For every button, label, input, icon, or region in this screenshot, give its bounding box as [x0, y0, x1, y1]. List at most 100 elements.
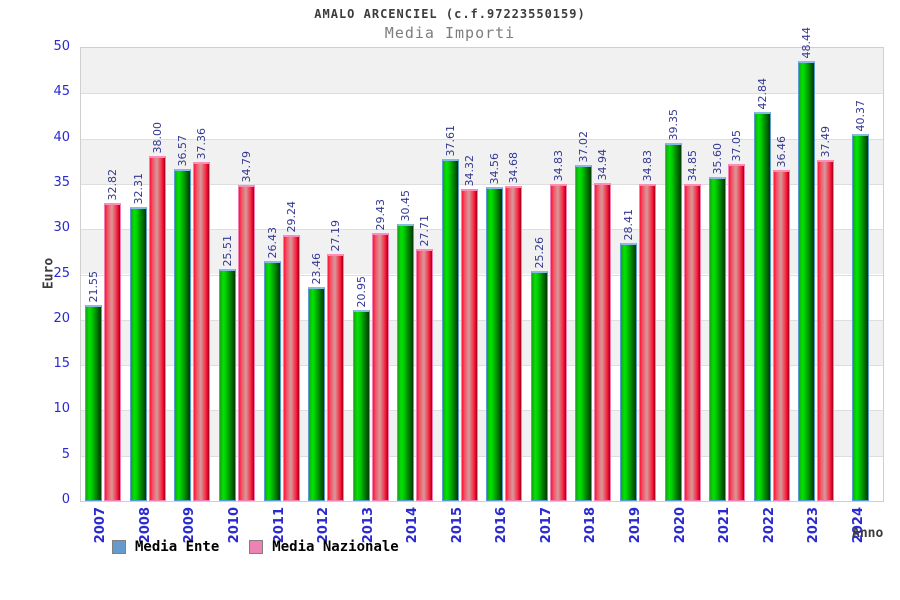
- bar-media-ente-2008: [130, 207, 147, 501]
- x-tick-label-2022: 2022: [762, 507, 777, 544]
- plot-band: [81, 183, 883, 230]
- bar-media-nazionale-2018: [594, 183, 611, 501]
- chart-subtitle: Media Importi: [384, 24, 516, 42]
- gridline: [81, 410, 883, 412]
- x-tick-label-2008: 2008: [138, 507, 153, 544]
- legend-item-media-ente: Media Ente: [112, 539, 219, 555]
- legend: Media Ente Media Nazionale: [112, 539, 399, 555]
- y-tick-label: 50: [53, 39, 70, 54]
- bar-media-ente-2021-value-label: 35.60: [711, 142, 724, 175]
- x-tick-label-2023: 2023: [806, 507, 821, 544]
- bar-media-nazionale-2012: [327, 254, 344, 501]
- y-tick-label: 35: [53, 174, 70, 190]
- bar-media-ente-2020-value-label: 39.35: [667, 108, 680, 141]
- bar-media-ente-2021: [709, 177, 726, 501]
- bar-media-nazionale-2022-value-label: 36.46: [775, 135, 788, 168]
- gridline: [81, 319, 883, 321]
- chart-title: AMALO ARCENCIEL (c.f.97223550159): [314, 7, 586, 21]
- x-tick-label-2018: 2018: [583, 507, 598, 544]
- y-tick-label: 40: [53, 129, 70, 145]
- x-tick-label-2020: 2020: [673, 507, 688, 544]
- x-axis-title: Anno: [852, 526, 884, 541]
- gridline: [81, 183, 883, 185]
- x-tick-label-2011: 2011: [272, 507, 287, 544]
- bar-media-nazionale-2018-value-label: 34.94: [596, 148, 609, 181]
- bar-media-nazionale-2021-value-label: 37.05: [730, 129, 743, 162]
- bar-media-ente-2014-value-label: 30.45: [399, 189, 412, 222]
- plot-band: [81, 138, 883, 184]
- y-tick-label: 15: [53, 356, 70, 372]
- legend-label-media-ente: Media Ente: [135, 539, 220, 555]
- bar-media-nazionale-2014: [416, 249, 433, 501]
- gridline: [81, 365, 883, 367]
- bar-media-ente-2019-value-label: 28.41: [622, 208, 635, 241]
- plot-band: [81, 93, 883, 139]
- bar-media-ente-2017: [531, 271, 548, 501]
- legend-marker-pink-square-icon: [249, 540, 264, 554]
- plot-area: 21.55 32.82 32.31 38.00 36.57 37.36 25.51 34.79…: [80, 27, 884, 502]
- bar-media-ente-2018-value-label: 37.02: [577, 130, 590, 163]
- bar-media-ente-2022-value-label: 42.84: [756, 77, 769, 110]
- bar-media-nazionale-2007: [104, 203, 121, 501]
- bar-media-ente-2012-value-label: 23.46: [310, 252, 323, 285]
- legend-item-media-nazionale: Media Nazionale: [249, 539, 399, 555]
- bar-media-ente-2023-value-label: 48.44: [800, 26, 813, 59]
- plot-band: [81, 274, 883, 320]
- plot-band: [81, 48, 883, 94]
- y-tick-label: 5: [61, 446, 70, 462]
- bar-media-nazionale-2019-value-label: 34.83: [641, 149, 654, 182]
- gridline: [81, 455, 883, 457]
- bar-media-ente-2011-value-label: 26.43: [266, 226, 279, 259]
- bar-media-nazionale-2017-value-label: 34.83: [552, 149, 565, 182]
- x-tick-label-2012: 2012: [316, 507, 331, 544]
- plot-band: [81, 229, 883, 275]
- bar-media-ente-2024-value-label: 40.37: [854, 99, 867, 132]
- y-tick-label: 30: [53, 220, 70, 236]
- y-tick-label: 0: [61, 492, 70, 507]
- x-tick-label-2014: 2014: [405, 507, 420, 544]
- bar-media-nazionale-2017: [550, 184, 567, 501]
- bar-media-nazionale-2014-value-label: 27.71: [418, 214, 431, 247]
- bar-media-ente-2007: [85, 305, 102, 501]
- x-tick-label-2010: 2010: [227, 507, 242, 544]
- plot-band: [81, 410, 883, 456]
- bar-media-nazionale-2011: [283, 235, 300, 501]
- plot-band: [81, 365, 883, 411]
- bar-media-ente-2022: [754, 112, 771, 501]
- bar-media-ente-2011: [264, 261, 281, 501]
- bar-media-ente-2010-value-label: 25.51: [221, 234, 234, 267]
- legend-label-media-nazionale: Media Nazionale: [272, 539, 399, 555]
- bar-media-nazionale-2016-value-label: 34.68: [507, 151, 520, 184]
- bar-media-nazionale-2008: [149, 156, 166, 501]
- bar-media-ente-2008-value-label: 32.31: [132, 172, 145, 205]
- gridline: [81, 229, 883, 231]
- bar-media-ente-2007-value-label: 21.55: [87, 270, 100, 303]
- bar-media-ente-2009-value-label: 36.57: [176, 134, 189, 167]
- bar-media-nazionale-2019: [639, 184, 656, 501]
- x-tick-label-2007: 2007: [93, 507, 108, 544]
- bar-media-ente-2016-value-label: 34.56: [488, 152, 501, 185]
- bar-media-ente-2019: [620, 243, 637, 501]
- bar-media-ente-2009: [174, 169, 191, 501]
- bar-media-ente-2020: [665, 143, 682, 501]
- legend-marker-blue-square-icon: [112, 540, 126, 554]
- bar-media-ente-2018: [575, 165, 592, 501]
- bar-media-ente-2014: [397, 224, 414, 501]
- bar-media-ente-2017-value-label: 25.26: [533, 236, 546, 269]
- x-tick-label-2019: 2019: [628, 507, 643, 544]
- y-axis-title: Euro: [41, 257, 57, 290]
- bar-media-nazionale-2009: [193, 162, 210, 501]
- bar-media-ente-2015: [442, 159, 459, 501]
- x-tick-label-2021: 2021: [717, 507, 732, 544]
- bar-media-nazionale-2015-value-label: 34.32: [463, 154, 476, 187]
- bar-media-nazionale-2010-value-label: 34.79: [240, 150, 253, 183]
- y-tick-label: 45: [53, 84, 70, 100]
- bar-media-ente-2016: [486, 187, 503, 501]
- gridline: [81, 274, 883, 276]
- bar-media-ente-2010: [219, 269, 236, 501]
- bar-media-nazionale-2021: [728, 164, 745, 501]
- bar-media-nazionale-2016: [505, 186, 522, 501]
- bar-media-ente-2013-value-label: 20.95: [355, 275, 368, 308]
- plot-band: [81, 319, 883, 366]
